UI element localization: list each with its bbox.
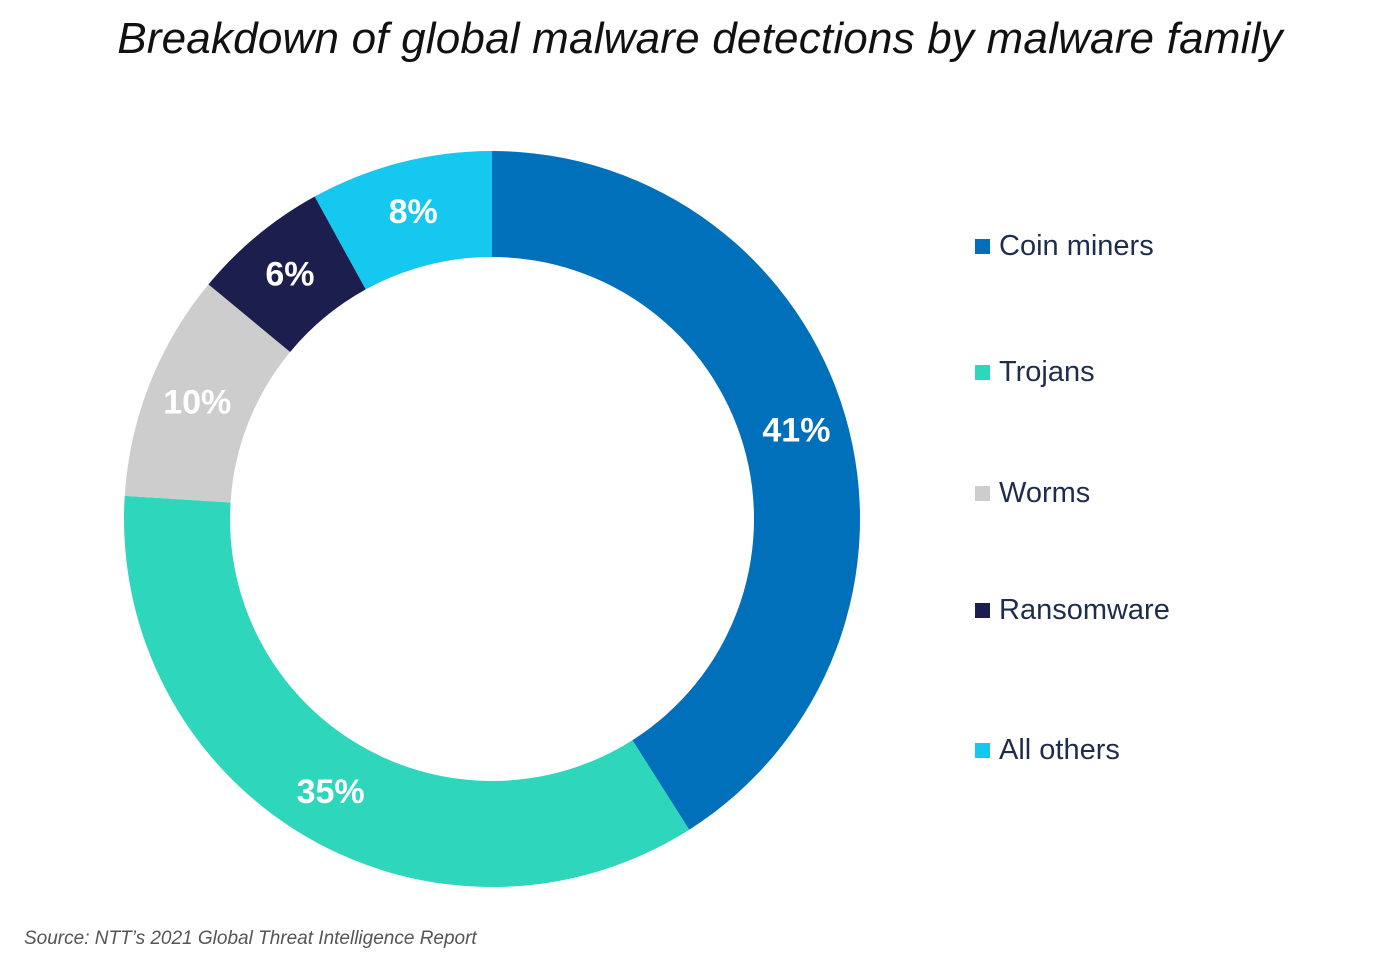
legend-swatch: [975, 603, 990, 618]
legend-item-coin-miners: Coin miners: [975, 230, 1154, 263]
slice-trojans: [124, 495, 690, 887]
legend-item-ransomware: Ransomware: [975, 594, 1170, 627]
chart-title: Breakdown of global malware detections b…: [117, 14, 1283, 63]
slice-labels: 41% 35% 10% 6% 8%: [163, 193, 830, 811]
legend-swatch: [975, 743, 990, 758]
slice-ransomware: [208, 196, 366, 352]
legend-label: Trojans: [999, 356, 1095, 388]
legend-label: Worms: [999, 477, 1091, 509]
legend-swatch: [975, 239, 990, 254]
slice-label-trojans: 35%: [297, 773, 365, 811]
legend-item-trojans: Trojans: [975, 356, 1095, 389]
source-note: Source: NTT’s 2021 Global Threat Intelli…: [24, 928, 477, 949]
legend: Coin miners Trojans Worms Ransomware All…: [975, 0, 1395, 973]
slice-label-worms: 10%: [163, 383, 231, 421]
slice-coin-miners: [492, 151, 860, 830]
legend-item-all-others: All others: [975, 734, 1120, 767]
slice-worms: [124, 284, 291, 503]
legend-swatch: [975, 486, 990, 501]
legend-swatch: [975, 365, 990, 380]
slice-label-coin-miners: 41%: [762, 412, 830, 450]
slice-all-others: [314, 151, 492, 290]
donut-slices: [124, 151, 860, 887]
legend-label: All others: [999, 734, 1120, 766]
legend-label: Coin miners: [999, 230, 1154, 262]
legend-label: Ransomware: [999, 594, 1170, 626]
slice-label-ransomware: 6%: [265, 256, 314, 294]
slice-label-all-others: 8%: [389, 193, 438, 231]
legend-item-worms: Worms: [975, 477, 1090, 510]
